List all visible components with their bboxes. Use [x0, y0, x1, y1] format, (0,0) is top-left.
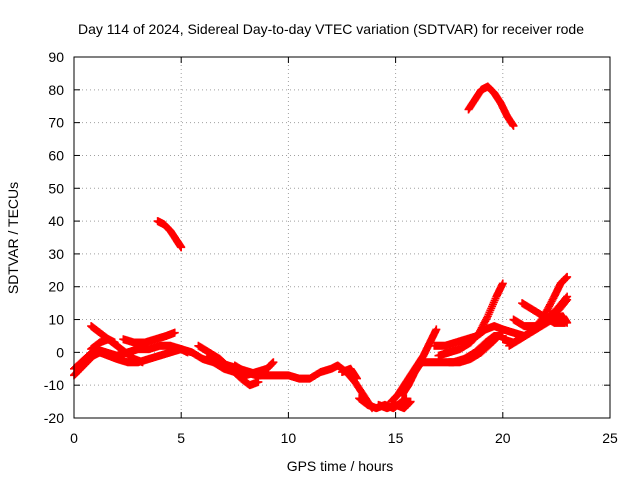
ticks: 0 5 10 15 20 25 -20 -10 0 10 20 30 40 50 60 70 80 90 — [44, 49, 618, 446]
y-tick-label: 70 — [48, 115, 64, 131]
data-points — [70, 82, 572, 413]
series-s4 — [87, 335, 119, 354]
series-s14 — [374, 397, 415, 413]
x-tick-label: 25 — [602, 430, 618, 446]
y-tick-label: 90 — [48, 49, 64, 65]
series-s19 — [434, 279, 507, 360]
data-point — [563, 292, 572, 301]
y-tick-label: 30 — [48, 246, 64, 262]
chart-title: Day 114 of 2024, Sidereal Day-to-day VTE… — [78, 21, 584, 37]
data-point — [110, 338, 119, 347]
y-tick-label: 20 — [48, 279, 64, 295]
data-point — [402, 394, 411, 403]
y-tick-label: 80 — [48, 82, 64, 98]
y-tick-label: -10 — [44, 377, 64, 393]
x-axis-label: GPS time / hours — [287, 458, 394, 474]
data-point — [563, 318, 572, 327]
series-s20 — [445, 331, 503, 367]
y-tick-label: 50 — [48, 180, 64, 196]
data-point — [269, 358, 278, 367]
data-point — [494, 331, 503, 340]
series-s26 — [505, 312, 572, 350]
y-tick-label: 40 — [48, 213, 64, 229]
x-tick-label: 20 — [495, 430, 511, 446]
x-tick-label: 10 — [281, 430, 297, 446]
data-point — [563, 272, 572, 281]
grid — [74, 57, 610, 418]
series-s10 — [230, 361, 342, 383]
data-point — [138, 358, 147, 367]
series-s21 — [464, 82, 518, 130]
y-tick-label: 0 — [56, 344, 64, 360]
x-tick-label: 15 — [388, 430, 404, 446]
data-point — [509, 121, 518, 130]
plot-frame — [73, 56, 611, 419]
y-tick-label: 60 — [48, 147, 64, 163]
y-tick-label: -20 — [44, 410, 64, 426]
data-point — [562, 293, 571, 302]
x-tick-label: 0 — [70, 430, 78, 446]
data-point — [353, 374, 362, 383]
y-tick-label: 10 — [48, 312, 64, 328]
series-s6 — [153, 217, 186, 252]
x-tick-label: 5 — [177, 430, 185, 446]
data-point — [177, 243, 186, 252]
y-axis-label: SDTVAR / TECUs — [5, 182, 21, 294]
data-point — [406, 397, 415, 406]
data-point — [432, 325, 441, 334]
data-point — [482, 313, 491, 322]
data-point — [498, 279, 507, 288]
series-s12 — [338, 364, 362, 383]
data-point — [170, 328, 179, 337]
series-s5 — [119, 328, 179, 347]
